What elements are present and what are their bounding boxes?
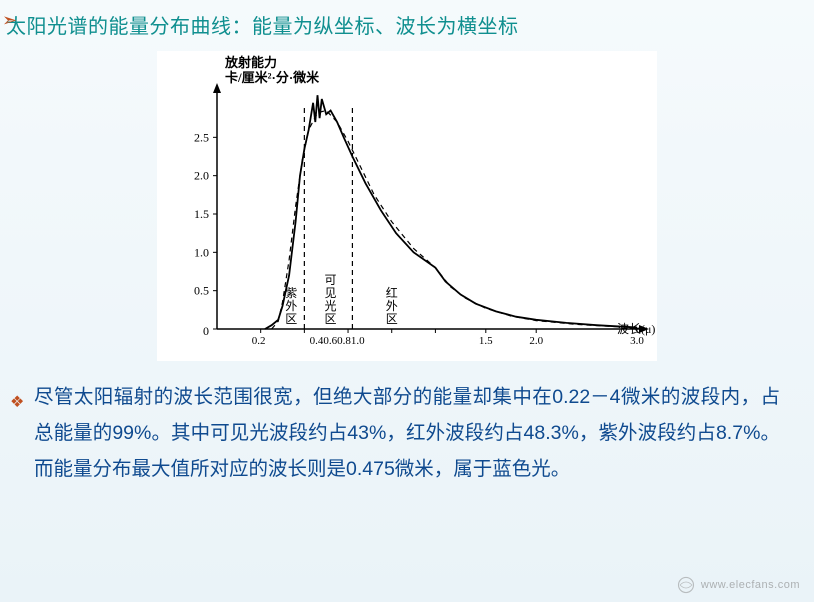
- page-title: 太阳光谱的能量分布曲线：能量为纵坐标、波长为横坐标: [6, 16, 519, 38]
- svg-text:区: 区: [325, 312, 337, 326]
- logo-icon: [677, 576, 695, 594]
- svg-text:区: 区: [285, 312, 297, 326]
- svg-text:3.0: 3.0: [630, 335, 644, 347]
- watermark-text: www.elecfans.com: [701, 579, 800, 591]
- svg-text:外: 外: [285, 299, 297, 313]
- svg-text:见: 见: [325, 286, 337, 300]
- body-paragraph: 尽管太阳辐射的波长范围很宽，但绝大部分的能量却集中在0.22－4微米的波段内，占…: [34, 386, 780, 480]
- bullet-icon: ➣: [2, 10, 18, 31]
- svg-text:1.0: 1.0: [194, 245, 209, 259]
- svg-text:卡/厘米²·分·微米: 卡/厘米²·分·微米: [225, 70, 320, 85]
- svg-text:区: 区: [386, 312, 398, 326]
- svg-text:2.0: 2.0: [529, 335, 543, 347]
- solar-spectrum-chart: 0.5 1.0 1.5 2.0 2.5 0 0.2 0.40.60.81.0 1.5 2.0 3.0…: [157, 51, 657, 361]
- svg-text:放射能力: 放射能力: [224, 55, 277, 70]
- svg-text:0.5: 0.5: [194, 284, 209, 298]
- svg-text:2.5: 2.5: [194, 130, 209, 144]
- watermark: www.elecfans.com: [677, 576, 800, 594]
- svg-text:0.2: 0.2: [252, 335, 266, 347]
- svg-text:可: 可: [325, 273, 337, 287]
- svg-text:光: 光: [325, 299, 337, 313]
- svg-text:2.0: 2.0: [194, 169, 209, 183]
- svg-text:1.5: 1.5: [479, 335, 493, 347]
- svg-text:1.5: 1.5: [194, 207, 209, 221]
- svg-text:0.40.60.81.0: 0.40.60.81.0: [310, 335, 366, 347]
- svg-text:红: 红: [386, 285, 398, 300]
- svg-text:波长(μ): 波长(μ): [617, 322, 655, 336]
- svg-text:外: 外: [386, 299, 398, 313]
- svg-text:0: 0: [203, 324, 209, 338]
- bullet-icon: ❖: [10, 385, 24, 421]
